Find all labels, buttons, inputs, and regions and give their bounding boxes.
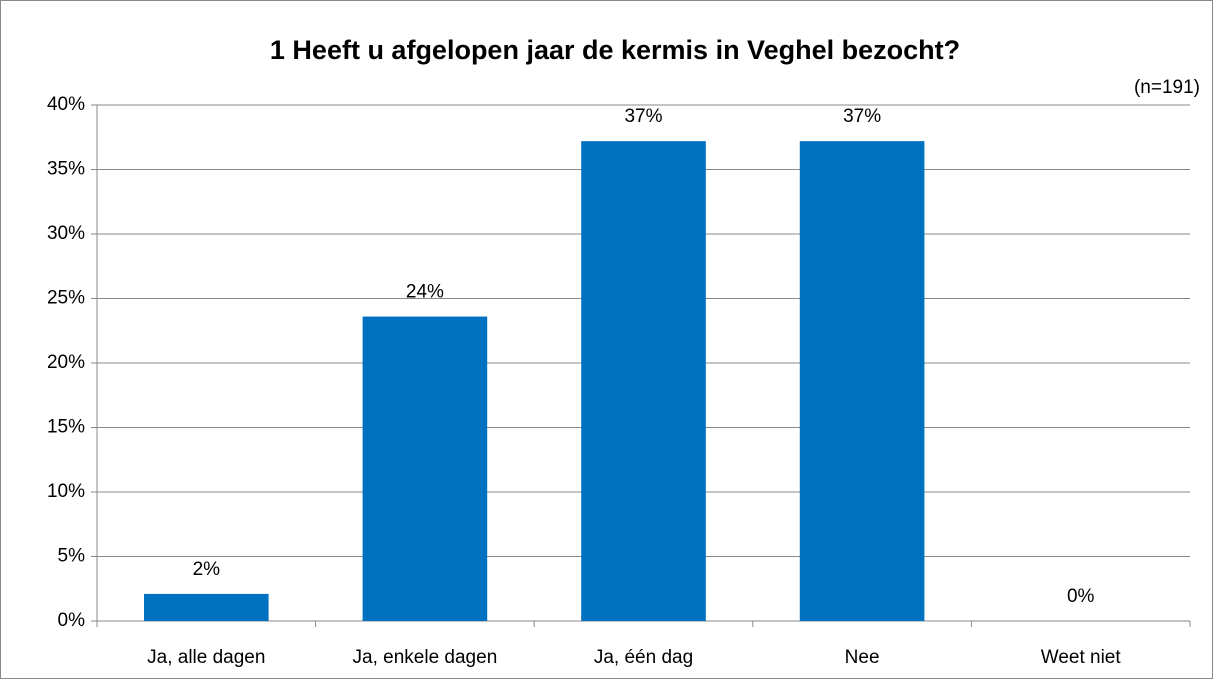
chart-title: 1 Heeft u afgelopen jaar de kermis in Ve…	[270, 35, 960, 65]
y-tick-label: 20%	[47, 352, 85, 373]
data-label: 24%	[406, 282, 444, 303]
y-tick-label: 10%	[47, 481, 85, 502]
data-label: 37%	[624, 106, 662, 127]
data-label: 2%	[193, 559, 221, 580]
y-tick-label: 30%	[47, 223, 85, 244]
bar	[581, 141, 706, 621]
bar	[799, 141, 925, 621]
annotation: (n=191)	[1134, 77, 1200, 98]
x-tick-label: Ja, één dag	[594, 647, 693, 668]
data-label: 0%	[1067, 586, 1095, 607]
bar	[362, 316, 488, 621]
y-tick-label: 5%	[58, 546, 86, 567]
bar	[143, 593, 269, 621]
y-tick-label: 35%	[47, 159, 85, 180]
x-tick-label: Weet niet	[1041, 647, 1122, 668]
x-tick-label: Ja, enkele dagen	[353, 647, 498, 668]
data-label: 37%	[843, 106, 881, 127]
y-tick-label: 40%	[47, 94, 85, 115]
x-tick-label: Nee	[845, 647, 880, 668]
y-tick-label: 0%	[58, 610, 86, 631]
y-tick-label: 15%	[47, 417, 85, 438]
x-tick-label: Ja, alle dagen	[147, 647, 265, 668]
y-tick-label: 25%	[47, 288, 85, 309]
